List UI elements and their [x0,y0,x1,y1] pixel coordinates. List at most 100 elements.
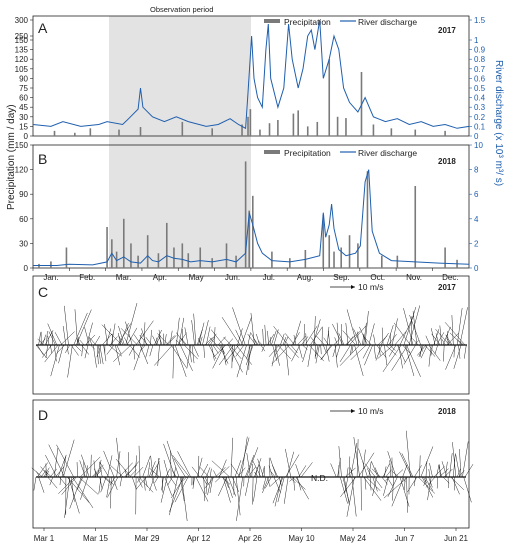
panel-d-vector [163,443,176,478]
panel-d-vector [236,476,243,521]
panel-d-vector [103,476,111,484]
panel-d-vector [257,458,264,478]
panel-d-vector [258,464,260,478]
panel-d-vector [251,463,253,478]
panel-d-vector [246,453,251,478]
panel-c-vector [456,307,463,346]
panel-d-vector [224,476,229,489]
panel-d-vector [404,476,406,491]
panel-c-vector [111,323,116,346]
panel-c-vector [193,344,199,357]
panel-a-left-tick-label: 135 [15,46,29,55]
panel-d-vector [93,460,97,478]
panel-d-vector [144,476,148,487]
panel-d-vector [149,476,155,492]
panel-c-vector [42,344,52,358]
panel-d-vector [247,466,256,478]
panel-a-right-tick-label: 0.1 [474,122,486,131]
panel-d-vector [167,476,173,486]
panel-d-vector [374,467,380,478]
panel-d-vector [464,464,474,478]
panel-c-vector [53,344,57,362]
panel-c-scale-arrowhead [351,285,355,289]
panel-b-x-tick-label: Mar. [116,273,132,282]
panel-d-vector [58,476,76,494]
panel-c-vector [157,344,160,367]
panel-d-vector [79,460,86,478]
panel-c-vector [217,336,226,346]
panel-d-frame [32,399,470,529]
panel-c-vector [157,333,169,346]
panel-d-vector [47,476,58,489]
panel-c-vector [169,330,173,346]
panel-c-vector [184,327,189,346]
panel-c-vector [81,344,84,357]
panel-c-vector [165,335,175,346]
panel-c-vector [125,303,138,346]
panel-c-vector [346,309,358,346]
legend-b-precip-label: Precipitation [284,148,331,158]
panel-d-vector [64,476,71,518]
panel-c-vector [404,344,415,377]
panel-c-year: 2017 [438,283,456,292]
panel-b-precip-bar [396,255,399,268]
panel-a-left-tick-label: 75 [19,84,28,93]
panel-d-vector [245,454,255,478]
panel-d-vector [297,476,302,491]
panel-c-vector [391,344,408,371]
panel-d-vector [150,461,160,478]
panel-d-x-axis: Mar 1 Mar 15 Mar 29 Apr 12 Apr 26 May 10 May 2… [34,528,469,543]
panel-d-vector [172,454,190,478]
panel-d-vector [99,462,103,478]
panel-c-vector [406,344,421,377]
panel-a-precip-bar [414,129,417,136]
panel-d-vector [40,466,50,478]
panel-c-vector [304,325,318,346]
panel-d-vector [274,476,282,507]
panel-d-vector [245,476,250,496]
panel-d-vector [277,476,285,503]
panel-c-vector [350,344,367,360]
panel-c-vector [47,323,58,346]
panel-c-vector [307,344,312,367]
panel-d-vector [80,456,101,478]
panel-c-vector [96,344,102,358]
panel-d-vector [252,476,254,505]
panel-d-vector [215,476,221,483]
panel-d-x-tick-label: Apr 26 [238,534,262,543]
panel-c-vector [267,330,269,346]
panel-d-vector [61,476,77,495]
panel-d-vector [77,476,84,490]
panel-c-vector [391,318,398,346]
panel-c-vector [260,344,266,352]
legend-a-precip-swatch [264,19,280,23]
panel-c-vector [282,337,287,346]
panel-c-vector [336,344,341,358]
panel-d-vector [147,462,151,478]
panel-c-vector [342,330,356,346]
panel-d-vector [169,476,177,487]
panel-d-vector [394,469,404,478]
panel-b-x-tick-label: Oct. [370,273,385,282]
panel-c-vector [380,332,389,346]
panel-d-vector [169,476,178,516]
panel-a-precip-bar [139,127,142,136]
panel-d-vector [222,476,231,503]
panel-c-vector [332,344,337,357]
panel-a-precip-bar [74,132,76,136]
panel-d-vector [209,468,212,478]
panel-c-vector [140,344,146,352]
panel-c-vector [236,344,253,365]
panel-c-vector [385,344,397,356]
panel-c-vector [167,335,177,346]
panel-a-right-tick-label: 0.3 [474,103,486,112]
panel-b-left-tick-label: 120 [15,166,29,175]
panel-a-right-tick-label: 1 [474,36,479,45]
panel-b-right-tick-label: 10 [474,141,483,150]
panel-c-vector [339,344,360,366]
panel-d-vector [99,461,109,478]
panel-c-vector [397,344,406,363]
panel-d-vector [373,476,383,489]
panel-c-vector [325,344,330,362]
panel-c-vector [445,334,453,346]
